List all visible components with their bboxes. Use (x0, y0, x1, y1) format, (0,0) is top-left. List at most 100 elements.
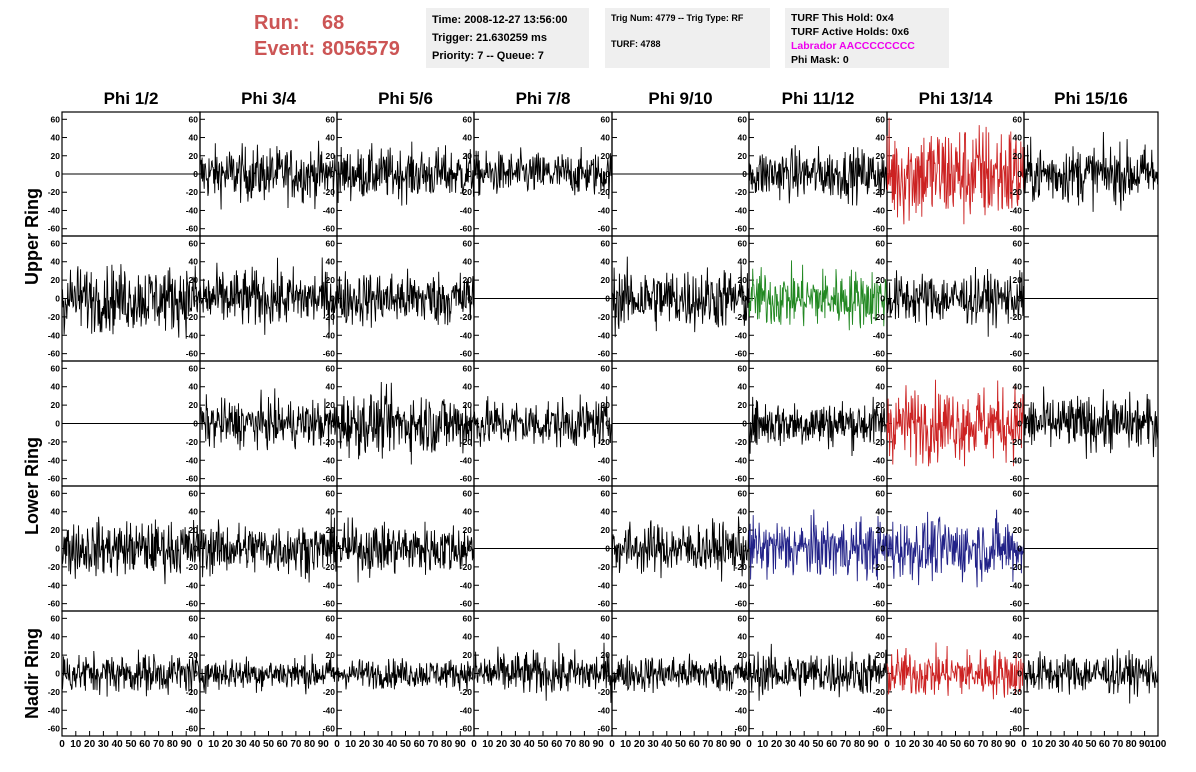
y-tick-label: 20 (876, 275, 886, 285)
y-tick-label: 0 (193, 169, 198, 179)
y-tick-label: -20 (186, 687, 199, 697)
y-tick-label: 20 (1013, 650, 1023, 660)
waveform-trace (199, 257, 338, 338)
y-tick-label: 0 (1017, 294, 1022, 304)
y-tick-label: 40 (601, 507, 611, 517)
y-tick-label: 40 (601, 133, 611, 143)
y-tick-label: 60 (738, 613, 748, 623)
y-tick-label: 60 (738, 488, 748, 498)
y-tick-label: -20 (598, 437, 611, 447)
x-tick-label: 50 (263, 739, 275, 750)
y-tick-label: 40 (463, 382, 473, 392)
y-tick-label: -20 (873, 312, 886, 322)
waveform-trace (473, 642, 613, 703)
y-tick-label: 60 (738, 238, 748, 248)
y-tick-label: -40 (186, 705, 199, 715)
waveform-trace (886, 379, 1025, 467)
x-tick-label: 30 (785, 739, 797, 750)
y-tick-label: -20 (735, 437, 748, 447)
y-tick-label: -40 (48, 205, 61, 215)
x-tick-label: 50 (537, 739, 549, 750)
y-tick-label: 0 (467, 669, 472, 679)
x-tick-label: 80 (579, 739, 591, 750)
x-tick-label: 20 (771, 739, 783, 750)
y-tick-label: 0 (1017, 544, 1022, 554)
y-tick-label: 60 (463, 613, 473, 623)
waveform-trace (199, 653, 338, 695)
time-text: Time: 2008-12-27 13:56:00 (432, 14, 568, 26)
y-tick-label: 20 (326, 650, 336, 660)
y-tick-label: -40 (598, 705, 611, 715)
run-value: 68 (322, 12, 345, 34)
waveform-trace (336, 381, 475, 465)
y-tick-label: 60 (738, 363, 748, 373)
y-tick-label: 40 (189, 632, 199, 642)
waveform-trace (1023, 648, 1159, 704)
y-tick-label: -20 (735, 312, 748, 322)
waveform-trace (886, 509, 1025, 588)
y-tick-label: -20 (873, 437, 886, 447)
y-tick-label: 40 (876, 632, 886, 642)
y-tick-label: -60 (735, 599, 748, 609)
waveform-trace (611, 516, 750, 582)
y-tick-label: -60 (186, 474, 199, 484)
y-tick-label: 60 (189, 613, 199, 623)
trigger-text: Trigger: 21.630259 ms (432, 32, 547, 44)
y-tick-label: -60 (598, 349, 611, 359)
y-tick-label: 20 (463, 151, 473, 161)
y-tick-label: 40 (601, 382, 611, 392)
y-tick-label: 20 (326, 275, 336, 285)
y-tick-label: -60 (1010, 724, 1023, 734)
run-label: Run: (254, 12, 300, 34)
y-tick-label: 0 (880, 544, 885, 554)
column-title-3: Phi 5/6 (378, 89, 433, 108)
x-tick-label: 70 (290, 739, 302, 750)
y-tick-label: 60 (463, 238, 473, 248)
x-tick-label: 40 (799, 739, 811, 750)
x-tick-label: 0 (884, 739, 890, 750)
x-tick-label: 20 (1045, 739, 1057, 750)
waveform-trace (473, 394, 613, 448)
y-tick-label: 0 (193, 419, 198, 429)
y-tick-label: -20 (323, 562, 336, 572)
x-tick-label: 60 (551, 739, 563, 750)
y-tick-label: 0 (193, 544, 198, 554)
y-tick-label: -60 (460, 224, 473, 234)
y-tick-label: -20 (460, 187, 473, 197)
y-tick-label: 0 (605, 544, 610, 554)
y-tick-label: 40 (463, 507, 473, 517)
y-tick-label: 0 (55, 169, 60, 179)
y-tick-label: -20 (48, 187, 61, 197)
y-tick-label: -40 (48, 705, 61, 715)
y-tick-label: 20 (738, 400, 748, 410)
y-tick-label: 0 (742, 544, 747, 554)
y-tick-label: 0 (880, 669, 885, 679)
y-tick-label: -20 (186, 187, 199, 197)
x-tick-label: 80 (304, 739, 316, 750)
y-tick-label: 0 (55, 544, 60, 554)
y-tick-label: -40 (186, 580, 199, 590)
y-tick-label: -20 (735, 687, 748, 697)
y-tick-label: -40 (735, 330, 748, 340)
y-tick-label: -60 (460, 724, 473, 734)
y-tick-label: 40 (463, 632, 473, 642)
y-tick-label: -60 (873, 474, 886, 484)
y-tick-label: 20 (738, 151, 748, 161)
run-block: Run: 68 Event: 8056579 (254, 10, 400, 62)
x-tick-label: 10 (757, 739, 769, 750)
y-tick-label: -20 (598, 187, 611, 197)
x-tick-label: 70 (427, 739, 439, 750)
y-tick-label: 40 (189, 507, 199, 517)
x-tick-label: 90 (1139, 739, 1151, 750)
y-tick-label: -60 (186, 224, 199, 234)
y-tick-label: 20 (1013, 525, 1023, 535)
waveform-trace (473, 146, 613, 200)
y-tick-label: -60 (186, 349, 199, 359)
y-tick-label: 20 (189, 400, 199, 410)
y-tick-label: -40 (598, 580, 611, 590)
y-tick-label: 20 (738, 650, 748, 660)
y-tick-label: 20 (51, 400, 61, 410)
y-tick-label: 60 (601, 114, 611, 124)
y-tick-label: 20 (876, 151, 886, 161)
y-tick-label: 20 (463, 525, 473, 535)
